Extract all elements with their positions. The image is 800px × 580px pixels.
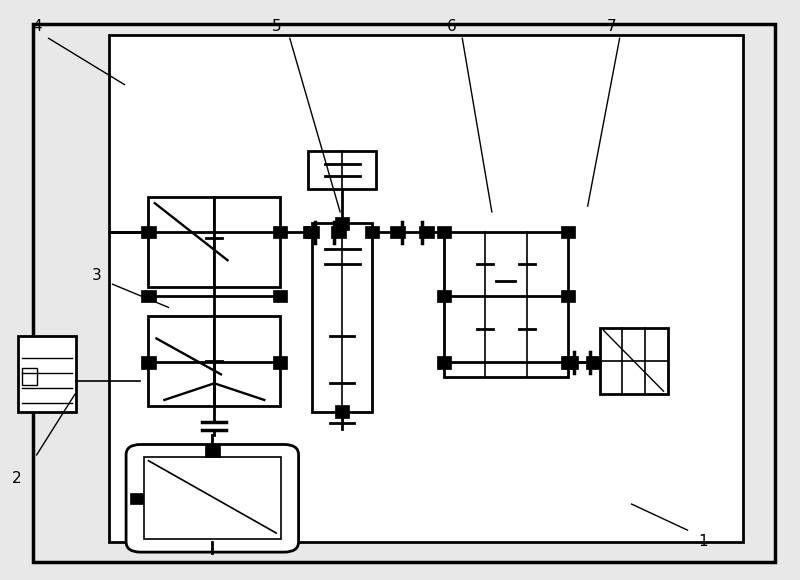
FancyBboxPatch shape — [126, 444, 298, 552]
Bar — [142, 289, 156, 302]
Bar — [335, 218, 350, 230]
Bar — [419, 226, 434, 238]
Bar — [273, 356, 287, 368]
Bar — [561, 289, 575, 302]
Bar — [586, 356, 601, 368]
Bar — [273, 289, 287, 302]
Bar — [149, 316, 280, 406]
Text: 6: 6 — [447, 19, 457, 34]
Bar — [142, 226, 156, 238]
Bar — [205, 444, 219, 456]
Bar — [564, 356, 578, 368]
Bar — [18, 336, 76, 411]
Text: 5: 5 — [271, 19, 281, 34]
Bar — [331, 226, 346, 238]
Bar — [600, 328, 667, 394]
Text: 2: 2 — [12, 470, 22, 485]
Text: 4: 4 — [32, 19, 42, 34]
Bar — [22, 368, 37, 386]
Bar — [561, 226, 575, 238]
Bar — [305, 226, 319, 238]
Bar — [142, 356, 156, 368]
Bar — [149, 197, 280, 287]
Text: 3: 3 — [92, 268, 102, 283]
Text: 1: 1 — [698, 534, 708, 549]
Bar — [335, 405, 350, 418]
Bar — [390, 226, 405, 238]
Bar — [437, 226, 451, 238]
Bar — [437, 356, 451, 368]
Bar — [561, 356, 575, 368]
Bar — [312, 223, 372, 411]
Bar — [130, 493, 143, 504]
Bar — [144, 457, 281, 539]
Bar — [109, 35, 743, 542]
Bar — [308, 151, 376, 188]
Bar — [437, 289, 451, 302]
Text: 7: 7 — [607, 19, 617, 34]
Bar — [273, 226, 287, 238]
Bar — [444, 232, 568, 377]
Bar — [365, 226, 379, 238]
Bar — [302, 226, 317, 238]
